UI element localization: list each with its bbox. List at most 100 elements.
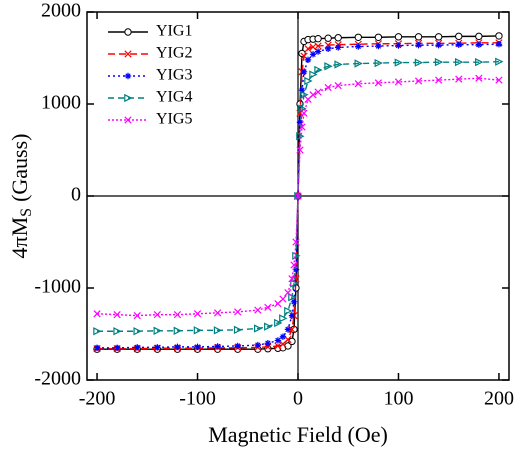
marker [324, 34, 332, 42]
marker [213, 326, 223, 335]
y-label-sub: S [18, 208, 35, 217]
marker [93, 344, 101, 351]
marker [290, 279, 299, 288]
marker [214, 343, 221, 350]
marker [300, 109, 308, 117]
marker [300, 90, 309, 99]
x-tick-label: 100 [383, 388, 413, 410]
marker [434, 33, 443, 41]
marker [288, 293, 297, 302]
marker [415, 41, 422, 49]
marker [495, 57, 504, 66]
y-tick-label: -1000 [34, 276, 81, 298]
marker [254, 324, 263, 333]
marker [113, 344, 121, 351]
marker [355, 43, 362, 50]
marker [475, 57, 484, 67]
marker [304, 45, 312, 53]
y-axis-label: 4πMS (Gauss) [7, 133, 35, 258]
marker [279, 314, 288, 323]
marker [394, 33, 403, 41]
marker [300, 68, 308, 75]
marker [334, 81, 342, 90]
marker [324, 83, 332, 92]
legend-marker [124, 50, 132, 58]
marker [213, 309, 222, 317]
marker [324, 62, 333, 71]
marker [296, 119, 304, 126]
marker [93, 327, 102, 336]
marker [274, 342, 282, 350]
marker [284, 306, 293, 316]
marker [288, 337, 296, 346]
marker [334, 60, 343, 69]
marker [454, 57, 464, 67]
marker [374, 33, 383, 41]
marker [290, 261, 298, 269]
marker [274, 318, 283, 328]
legend-marker [124, 72, 132, 80]
marker [394, 58, 404, 67]
marker [254, 306, 262, 314]
marker [193, 326, 203, 335]
marker [298, 123, 306, 131]
marker [475, 32, 483, 41]
marker [298, 104, 307, 113]
marker [298, 87, 306, 94]
series [93, 74, 503, 320]
marker [279, 295, 287, 303]
marker [292, 238, 300, 246]
marker [194, 343, 201, 351]
marker [495, 41, 503, 48]
marker [455, 32, 463, 41]
marker [292, 251, 301, 260]
legend-label: YIG4 [156, 89, 192, 106]
marker [314, 65, 323, 75]
marker [455, 41, 462, 48]
x-tick-label: -200 [79, 388, 116, 410]
marker [475, 41, 483, 48]
marker [134, 344, 141, 351]
marker [174, 343, 181, 351]
marker [288, 275, 296, 283]
marker [394, 78, 403, 86]
marker [455, 75, 463, 83]
marker [314, 48, 322, 55]
marker [113, 327, 122, 336]
legend-label: YIG1 [156, 23, 192, 40]
marker [193, 310, 202, 318]
marker [234, 342, 241, 350]
marker [304, 76, 313, 86]
marker [324, 45, 332, 52]
y-label-unit: (Gauss) [7, 133, 32, 201]
marker [435, 41, 442, 49]
marker [334, 34, 342, 42]
marker [284, 335, 292, 344]
marker [288, 312, 296, 319]
marker [153, 326, 162, 335]
marker [290, 298, 298, 305]
marker [294, 192, 302, 200]
marker [234, 308, 242, 316]
legend-marker [124, 93, 133, 103]
marker [173, 311, 182, 319]
marker [296, 146, 304, 154]
marker [374, 79, 383, 87]
marker [264, 303, 272, 311]
marker [375, 42, 382, 50]
marker [304, 56, 312, 64]
marker [133, 311, 141, 320]
y-tick-label: 2000 [41, 0, 81, 22]
marker [475, 74, 483, 82]
marker [309, 70, 318, 79]
x-tick-label: 200 [484, 388, 514, 410]
marker [284, 326, 292, 333]
marker [309, 91, 317, 99]
marker [435, 76, 443, 84]
x-axis-label: Magnetic Field (Oe) [208, 422, 388, 447]
marker [354, 33, 362, 41]
marker [292, 266, 300, 273]
marker [154, 344, 161, 351]
marker [173, 326, 182, 335]
